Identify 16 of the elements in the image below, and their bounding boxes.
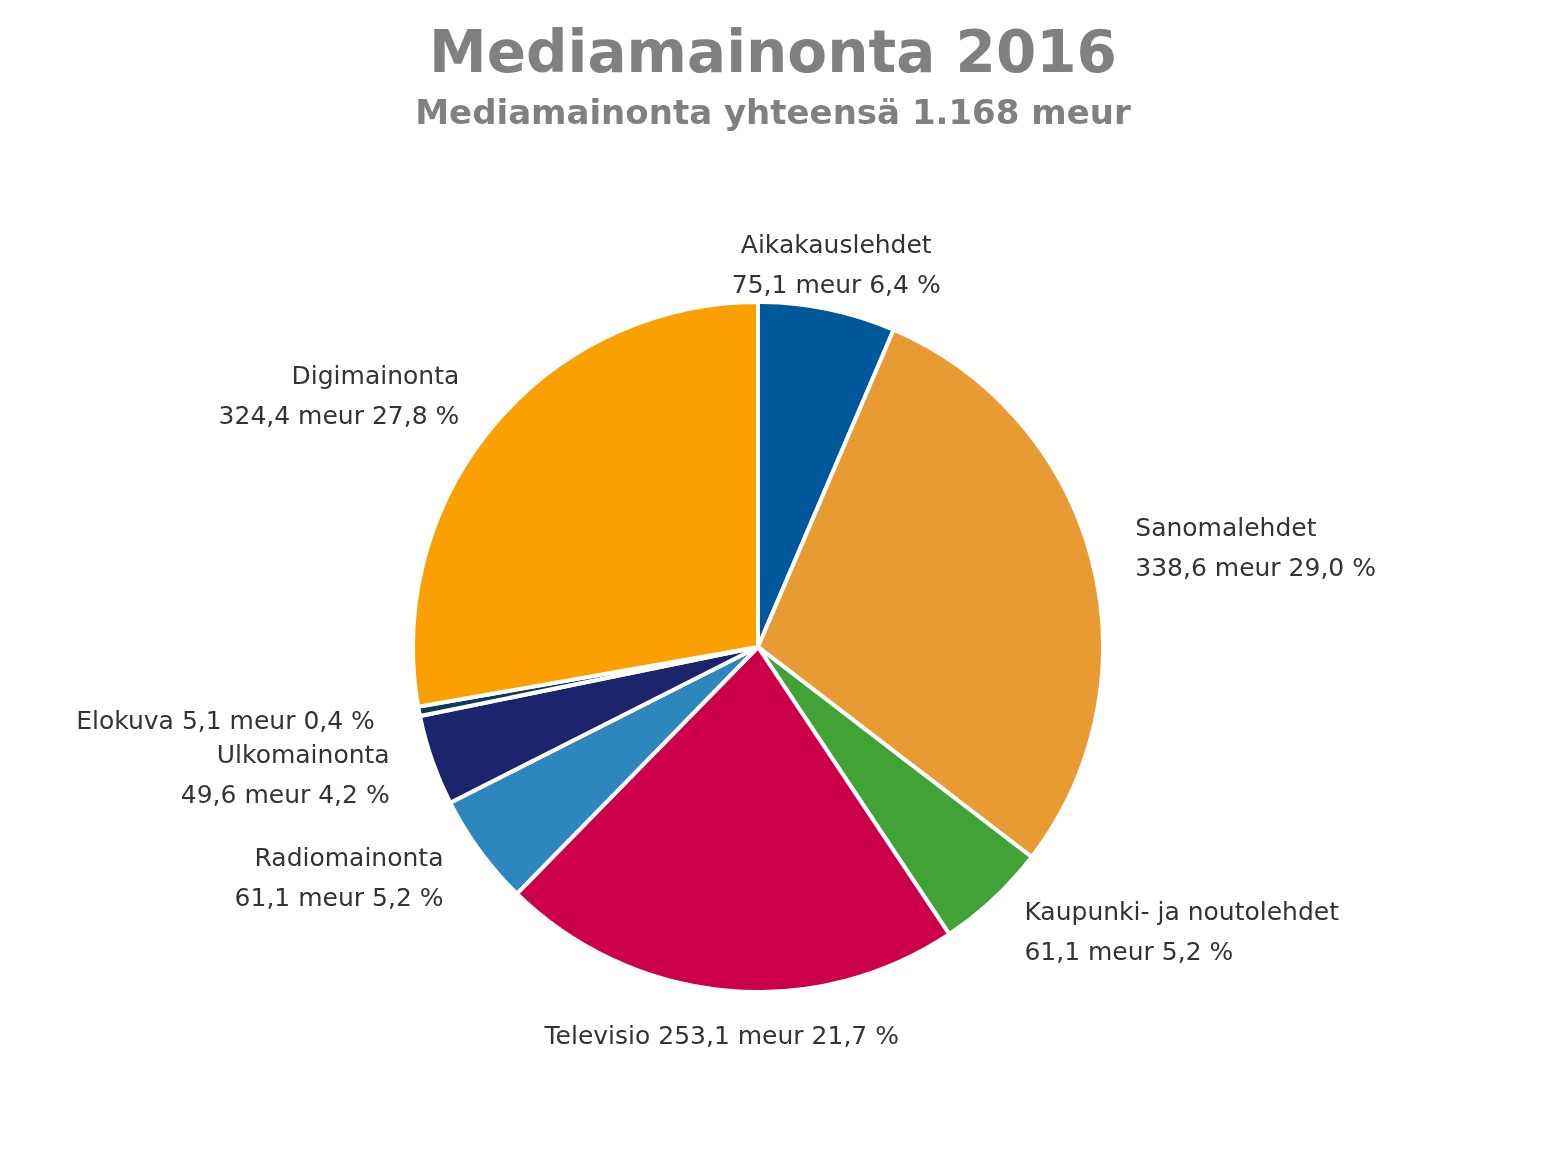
data-label: 61,1 meur 5,2 % bbox=[1024, 936, 1234, 966]
slice-label: Sanomalehdet bbox=[1135, 513, 1317, 543]
slice-label: Radiomainonta bbox=[254, 842, 444, 872]
chart-subtitle: Mediamainonta yhteensä 1.168 meur bbox=[414, 92, 1132, 132]
data-label: 75,1 meur 6,4 % bbox=[731, 269, 941, 299]
chart-title: Mediamainonta 2016 bbox=[428, 18, 1118, 86]
data-label: 49,6 meur 4,2 % bbox=[180, 780, 390, 810]
slice-label: Kaupunki- ja noutolehdet bbox=[1024, 896, 1340, 926]
slice-label: Ulkomainonta bbox=[216, 740, 390, 770]
data-label: 61,1 meur 5,2 % bbox=[234, 882, 444, 912]
slice-label: Televisio 253,1 meur 21,7 % bbox=[543, 1021, 899, 1051]
data-label: 338,6 meur 29,0 % bbox=[1135, 553, 1376, 583]
slice-label: Aikakauslehdet bbox=[740, 229, 932, 259]
slice-label: Digimainonta bbox=[291, 361, 460, 391]
data-label: 324,4 meur 27,8 % bbox=[218, 401, 460, 431]
slice-label: Elokuva 5,1 meur 0,4 % bbox=[76, 705, 375, 735]
